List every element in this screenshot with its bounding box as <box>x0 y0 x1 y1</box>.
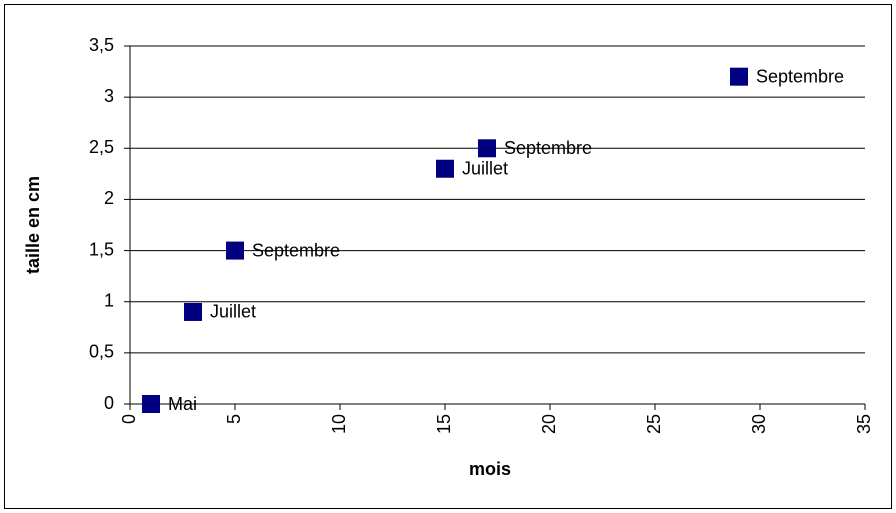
y-tick-label: 1 <box>104 290 114 310</box>
point-label: Juillet <box>462 158 508 178</box>
point-label: Septembre <box>252 240 340 260</box>
point-label: Mai <box>168 394 197 414</box>
point <box>142 395 160 413</box>
y-axis-title: taille en cm <box>23 176 43 274</box>
point <box>226 241 244 260</box>
point <box>436 159 454 178</box>
y-tick-label: 0 <box>104 393 114 413</box>
point-label: Septembre <box>756 66 844 86</box>
point <box>184 302 202 321</box>
x-tick-label: 25 <box>644 414 664 434</box>
y-tick-label: 3 <box>104 86 114 106</box>
x-tick-label: 20 <box>539 414 559 434</box>
point <box>730 67 748 86</box>
y-tick-label: 3,5 <box>89 35 114 55</box>
point <box>478 139 496 158</box>
x-tick-label: 35 <box>854 414 874 434</box>
y-tick-label: 2 <box>104 188 114 208</box>
x-tick-label: 10 <box>329 414 349 434</box>
x-tick-label: 0 <box>119 414 139 424</box>
y-tick-label: 1,5 <box>89 239 114 259</box>
x-tick-label: 15 <box>434 414 454 434</box>
x-tick-label: 5 <box>224 414 244 424</box>
x-axis-title: mois <box>469 459 511 479</box>
chart-border <box>4 4 892 509</box>
y-tick-label: 2,5 <box>89 137 114 157</box>
y-tick-label: 0,5 <box>89 342 114 362</box>
point-label: Juillet <box>210 302 256 322</box>
point-label: Septembre <box>504 138 592 158</box>
x-tick-label: 30 <box>749 414 769 434</box>
